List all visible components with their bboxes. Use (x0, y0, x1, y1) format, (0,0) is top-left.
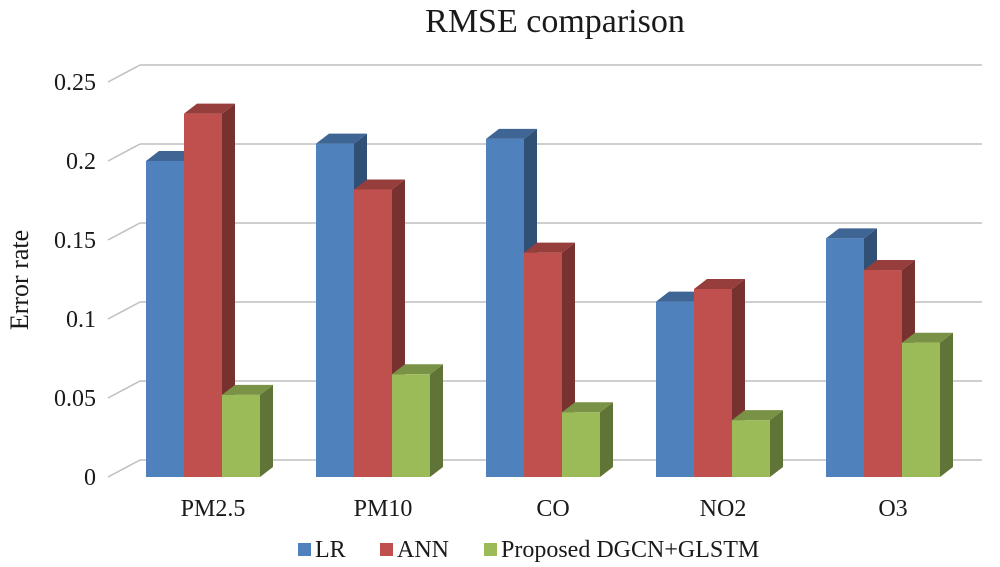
category-label: PM10 (354, 496, 413, 522)
y-tick-label: 0.05 (54, 386, 96, 412)
gridline-depth (107, 380, 141, 399)
bar-proposed-dgcn-glstm-pm2-5 (222, 394, 260, 477)
legend-label: Proposed DGCN+GLSTM (501, 537, 759, 563)
bar-side-proposed-dgcn-glstm-no2 (770, 410, 783, 477)
y-tick-label: 0.1 (66, 307, 96, 333)
bar-side-proposed-dgcn-glstm-co (600, 402, 613, 477)
legend: LR ANN Proposed DGCN+GLSTM (298, 537, 759, 563)
bar-lr-o3 (826, 238, 864, 477)
bar-lr-co (486, 138, 524, 477)
bar-top-ann-no2 (694, 278, 745, 289)
legend-swatch (484, 543, 497, 556)
gridline-depth (107, 459, 141, 478)
bar-proposed-dgcn-glstm-no2 (732, 420, 770, 477)
bar-proposed-dgcn-glstm-pm10 (392, 374, 430, 477)
bar-top-proposed-dgcn-glstm-pm2-5 (222, 384, 273, 395)
bar-top-lr-co (486, 128, 537, 139)
legend-swatch (298, 543, 311, 556)
bar-ann-o3 (864, 270, 902, 477)
category-label: PM2.5 (181, 496, 246, 522)
bar-ann-co (524, 252, 562, 477)
bar-ann-no2 (694, 288, 732, 477)
legend-swatch (380, 543, 393, 556)
bar-side-proposed-dgcn-glstm-o3 (940, 332, 953, 477)
y-tick-labels: 0 0.05 0.1 0.15 0.2 0.25 (54, 70, 96, 491)
category-label: NO2 (700, 496, 747, 522)
bar-top-lr-o3 (826, 228, 877, 239)
bar-top-proposed-dgcn-glstm-o3 (902, 332, 953, 343)
bar-side-proposed-dgcn-glstm-pm2-5 (260, 384, 273, 477)
bar-top-proposed-dgcn-glstm-pm10 (392, 364, 443, 375)
y-tick-label: 0.2 (66, 149, 96, 175)
y-tick-label: 0 (84, 465, 96, 491)
gridline-depth (107, 143, 141, 162)
legend-label: LR (315, 537, 346, 563)
gridline-depth (107, 301, 141, 320)
bar-lr-pm10 (316, 143, 354, 477)
y-tick-label: 0.25 (54, 70, 96, 96)
y-tick-label: 0.15 (54, 228, 96, 254)
bar-top-proposed-dgcn-glstm-co (562, 402, 613, 413)
legend-label: ANN (397, 537, 449, 563)
bar-proposed-dgcn-glstm-o3 (902, 342, 940, 477)
bars (146, 103, 953, 477)
category-labels: PM2.5 PM10 CO NO2 O3 (181, 496, 908, 522)
category-label: CO (536, 496, 569, 522)
bar-lr-no2 (656, 301, 694, 477)
gridline-depth (107, 222, 141, 241)
bar-proposed-dgcn-glstm-co (562, 412, 600, 477)
bar-lr-pm2-5 (146, 161, 184, 477)
bar-top-lr-pm10 (316, 133, 367, 144)
category-label: O3 (878, 496, 907, 522)
bar-side-proposed-dgcn-glstm-pm10 (430, 364, 443, 477)
chart-title: RMSE comparison (425, 3, 685, 40)
bar-top-ann-pm2-5 (184, 103, 235, 114)
bar-top-ann-co (524, 242, 575, 253)
bar-ann-pm2-5 (184, 113, 222, 477)
gridline-depth (107, 64, 141, 83)
y-axis-label: Error rate (5, 230, 34, 330)
bar-top-proposed-dgcn-glstm-no2 (732, 410, 783, 421)
bar-side-ann-pm2-5 (222, 103, 235, 477)
bar-top-ann-pm10 (354, 179, 405, 190)
bar-top-ann-o3 (864, 260, 915, 271)
bar-ann-pm10 (354, 189, 392, 477)
